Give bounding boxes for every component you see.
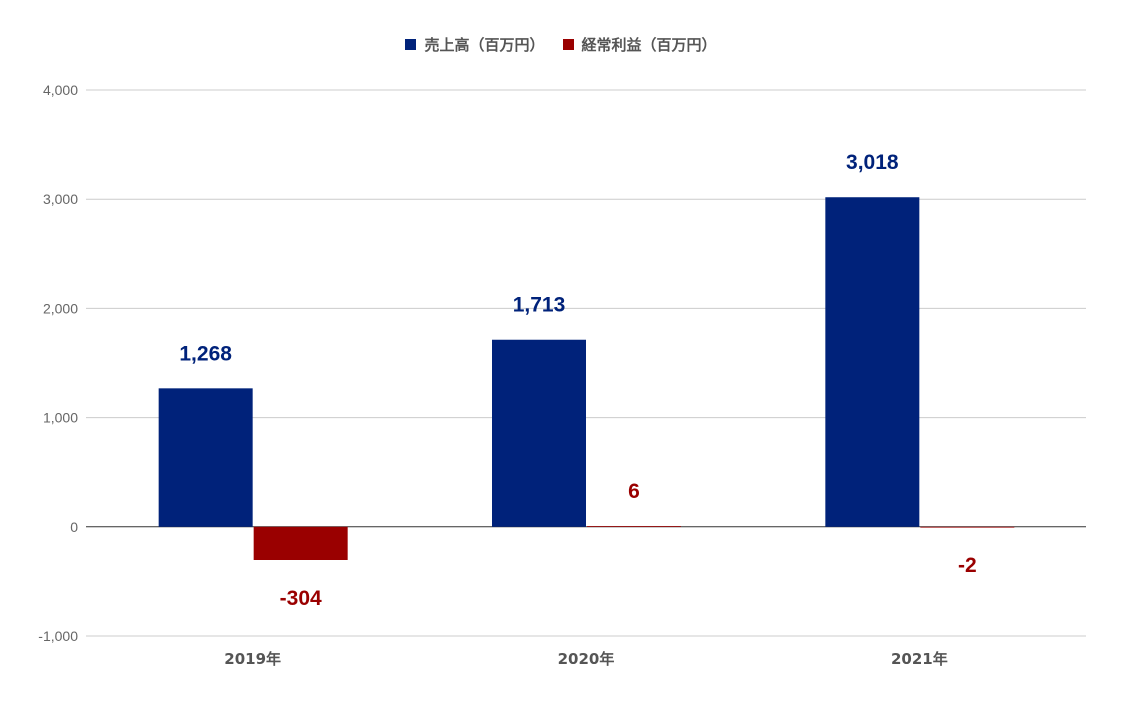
data-label: 1,713 — [513, 294, 566, 317]
bar-sales — [825, 197, 920, 527]
legend: 売上高（百万円） 経常利益（百万円） — [0, 34, 1122, 55]
x-tick-label: 2019年 — [224, 650, 281, 668]
x-tick-label: 2020年 — [558, 650, 615, 668]
data-label: -2 — [958, 554, 977, 577]
bar-sales — [492, 339, 586, 527]
y-tick-label: 0 — [70, 519, 78, 535]
data-label: 6 — [628, 480, 640, 503]
y-tick-label: 3,000 — [43, 191, 78, 207]
data-label: 1,268 — [179, 342, 232, 365]
bar-ordinary-profit — [587, 526, 681, 527]
legend-item-sales: 売上高（百万円） — [405, 34, 545, 55]
y-tick-label: -1,000 — [38, 628, 78, 644]
legend-label-sales: 売上高（百万円） — [424, 36, 545, 54]
legend-item-ordinary-profit: 経常利益（百万円） — [562, 34, 717, 55]
x-tick-label: 2021年 — [891, 650, 948, 668]
y-tick-label: 2,000 — [43, 300, 78, 316]
y-tick-label: 4,000 — [43, 82, 78, 98]
legend-swatch-ordinary-profit — [562, 39, 574, 50]
bar-sales — [158, 388, 253, 527]
data-label: 3,018 — [846, 151, 899, 174]
bar-ordinary-profit — [253, 526, 348, 560]
legend-swatch-sales — [405, 39, 417, 50]
y-tick-label: 1,000 — [43, 410, 78, 426]
legend-label-ordinary-profit: 経常利益（百万円） — [581, 36, 717, 54]
bar-ordinary-profit — [920, 526, 1015, 528]
data-label: -304 — [280, 587, 322, 610]
